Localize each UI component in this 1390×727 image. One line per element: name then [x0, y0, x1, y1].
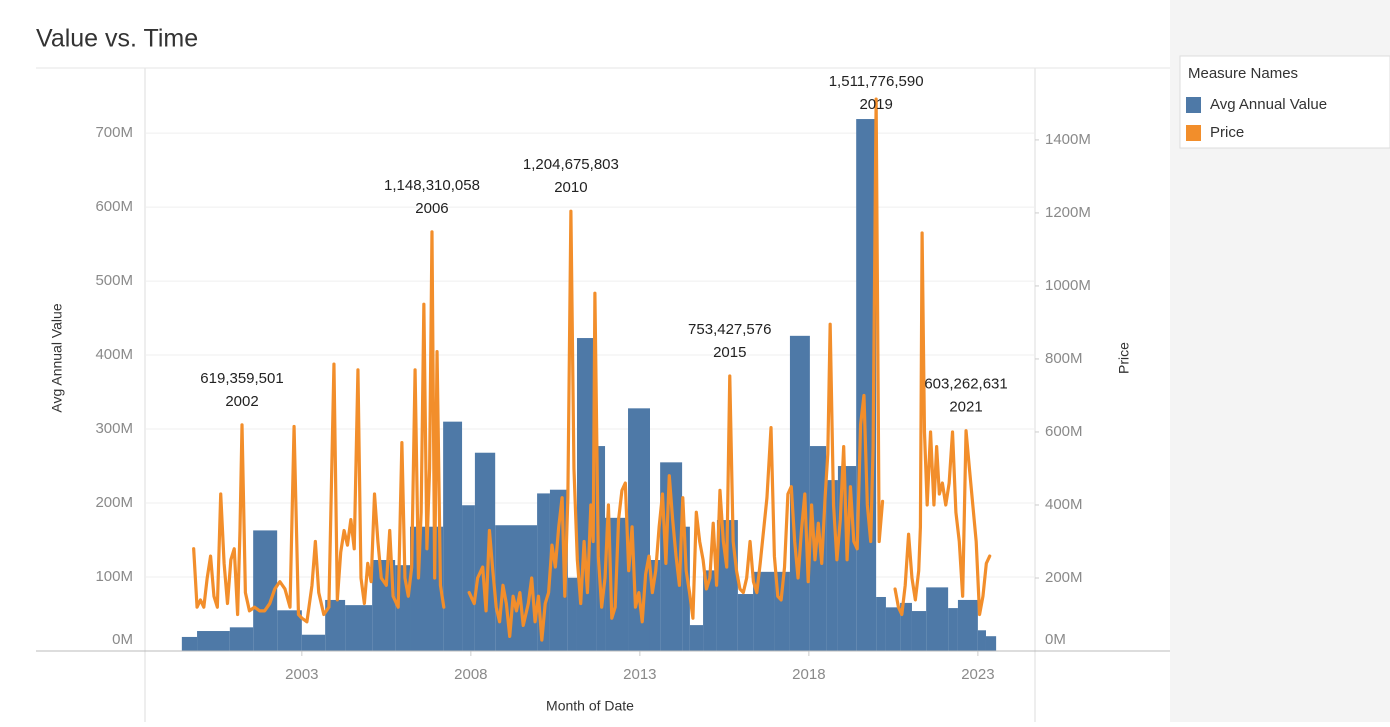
- x-tick-label: 2023: [961, 666, 994, 683]
- x-axis-title: Month of Date: [546, 698, 634, 714]
- annotation-year: 2015: [713, 344, 746, 361]
- bar: [660, 462, 683, 651]
- bar: [985, 636, 997, 651]
- bar: [716, 520, 738, 651]
- bar: [474, 452, 496, 651]
- bar: [948, 608, 958, 651]
- annotation-value: 603,262,631: [924, 376, 1007, 393]
- y-tick-label: 100M: [95, 568, 133, 585]
- annotation-value: 1,204,675,803: [523, 156, 619, 173]
- y2-tick-label: 200M: [1045, 569, 1083, 586]
- y2-tick-label: 400M: [1045, 496, 1083, 513]
- annotation-year: 2010: [554, 179, 587, 196]
- y2-tick-label: 1200M: [1045, 204, 1091, 221]
- bar: [977, 630, 986, 651]
- bar: [325, 599, 346, 651]
- bar: [876, 596, 886, 651]
- annotation-value: 1,511,776,590: [829, 73, 924, 90]
- annotation-value: 1,148,310,058: [384, 177, 480, 194]
- annotation-year: 2006: [415, 200, 448, 217]
- annotation-year: 2002: [225, 393, 258, 410]
- y2-tick-label: 600M: [1045, 423, 1083, 440]
- bar: [689, 625, 704, 651]
- bar: [443, 421, 463, 651]
- y2-tick-label: 800M: [1045, 350, 1083, 367]
- x-tick-label: 2013: [623, 666, 656, 683]
- y-tick-label: 400M: [95, 346, 133, 363]
- bar: [301, 634, 326, 651]
- annotation-value: 753,427,576: [688, 321, 771, 338]
- plot: [181, 97, 997, 651]
- y2-axis-title: Price: [1116, 342, 1132, 374]
- y-tick-label: 0M: [112, 631, 133, 648]
- bar: [926, 587, 949, 651]
- chart-title: Value vs. Time: [36, 25, 198, 53]
- annotation-year: 2019: [859, 96, 892, 113]
- bar: [649, 559, 661, 651]
- legend-swatch: [1186, 97, 1201, 113]
- bar: [277, 610, 302, 651]
- bar: [596, 446, 606, 651]
- bar: [885, 607, 901, 651]
- bar: [682, 526, 690, 651]
- legend-label: Avg Annual Value: [1210, 96, 1327, 113]
- y-axis-title: Avg Annual Value: [49, 303, 65, 412]
- bar: [567, 577, 577, 651]
- bar: [737, 594, 754, 651]
- bar: [789, 335, 810, 651]
- bar: [197, 631, 230, 651]
- y-tick-label: 200M: [95, 494, 133, 511]
- y2-tick-label: 1400M: [1045, 131, 1091, 148]
- bar: [809, 446, 827, 651]
- y-tick-label: 600M: [95, 198, 133, 215]
- bar: [229, 627, 254, 651]
- legend-swatch: [1186, 125, 1201, 141]
- axes: 0M 100M 200M 300M 400M 500M 600M 700M 0M 200M 400M…: [36, 124, 1170, 683]
- bar: [372, 559, 396, 651]
- y2-tick-label: 0M: [1045, 631, 1066, 648]
- y-tick-label: 500M: [95, 272, 133, 289]
- bar: [900, 602, 912, 651]
- bar: [253, 530, 278, 651]
- price-line: [192, 97, 992, 642]
- x-tick-label: 2008: [454, 666, 487, 683]
- bar: [462, 505, 475, 651]
- annotation-year: 2021: [949, 399, 982, 416]
- bar: [957, 599, 978, 651]
- y-tick-label: 300M: [95, 420, 133, 437]
- legend-box: [1179, 55, 1390, 149]
- x-tick-label: 2018: [792, 666, 825, 683]
- bar: [911, 611, 927, 651]
- legend-label: Price: [1210, 124, 1244, 141]
- legend-title: Measure Names: [1188, 65, 1298, 82]
- y-tick-label: 700M: [95, 124, 133, 141]
- annotation-value: 619,359,501: [200, 370, 283, 387]
- bar: [345, 605, 373, 651]
- bar: [181, 636, 198, 651]
- bar: [826, 480, 838, 651]
- y2-tick-label: 1000M: [1045, 277, 1091, 294]
- x-tick-label: 2003: [285, 666, 318, 683]
